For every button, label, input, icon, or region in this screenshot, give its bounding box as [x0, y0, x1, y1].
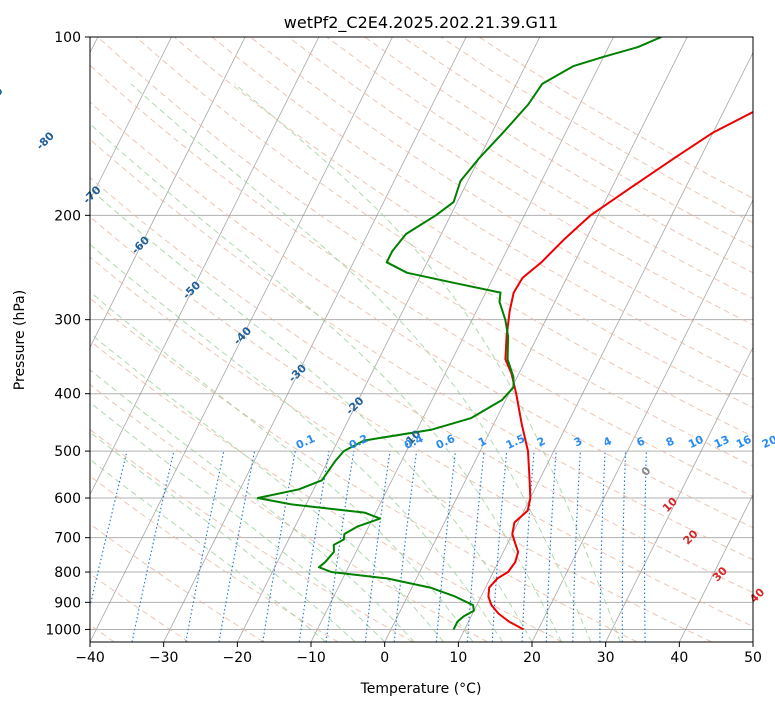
dry-adiabat-line	[90, 64, 753, 498]
plot-background	[90, 37, 753, 642]
mixing-ratio-label: 16	[734, 433, 754, 451]
x-tick-label: −10	[296, 650, 326, 666]
dewpoint-line	[256, 37, 662, 630]
y-tick-label: 900	[54, 595, 81, 611]
mixing-ratio-line	[393, 451, 418, 642]
isotherm-line	[605, 346, 753, 642]
dry-adiabat-line	[249, 37, 753, 353]
x-tick-label: 50	[744, 650, 762, 666]
y-tick-label: 1000	[45, 622, 81, 638]
isotherm-line	[384, 37, 688, 642]
chart-title: wetPf2_C2E4.2025.202.21.39.G11	[284, 13, 558, 33]
x-tick-label: 20	[523, 650, 541, 666]
moist-adiabat-line	[90, 401, 386, 642]
dry-adiabat-line	[97, 37, 753, 467]
plot-area	[90, 37, 753, 642]
mixing-ratio-line	[131, 450, 175, 642]
isotherm-line	[236, 37, 541, 642]
x-tick-label: 10	[449, 650, 467, 666]
x-tick-label: −40	[75, 650, 105, 666]
y-tick-label: 400	[54, 387, 81, 403]
dry-adiabat-line	[211, 37, 753, 380]
mixing-ratio-label: 10	[686, 433, 706, 451]
isotherm-line	[90, 37, 246, 349]
dry-adiabat-line	[90, 475, 339, 642]
dry-adiabat-line	[90, 383, 488, 642]
moist-adiabat-line	[90, 291, 474, 642]
y-tick-label: 300	[54, 313, 81, 329]
mixing-ratio-line	[325, 451, 355, 642]
y-tick-label: 100	[54, 30, 81, 46]
mixing-ratio-line	[466, 451, 485, 642]
isotherm-label: -80	[34, 129, 57, 152]
moist-adiabat-line	[234, 83, 621, 642]
isotherm-line	[90, 37, 172, 201]
moist-adiabat-line	[90, 188, 533, 642]
mixing-ratio-label: 13	[712, 433, 731, 451]
temperature-line	[487, 110, 753, 631]
profiles	[256, 37, 753, 631]
x-tick-label: 30	[597, 650, 615, 666]
mixing-ratio-line	[90, 450, 128, 609]
mixing-ratio-line	[298, 451, 330, 642]
mixing-ratio-line	[364, 451, 391, 642]
dry-adiabat-line	[326, 37, 753, 300]
y-tick-label: 700	[54, 531, 81, 547]
x-tick-label: 0	[380, 650, 389, 666]
moist-adiabat-line	[90, 458, 327, 642]
dry-adiabat-line	[90, 340, 563, 642]
isotherm-line	[90, 37, 393, 642]
mixing-ratio-label: 20	[760, 433, 775, 451]
dry-adiabat-line	[90, 101, 753, 529]
dry-adiabat-line	[90, 216, 753, 628]
dry-adiabat-line	[90, 572, 190, 642]
dry-adiabat-line	[90, 297, 638, 642]
x-tick-label: −20	[223, 650, 253, 666]
isotherm-line	[163, 37, 467, 642]
isotherm-line	[752, 641, 753, 642]
dry-adiabat-line	[90, 176, 753, 594]
dry-adiabat-line	[90, 138, 753, 561]
mixing-ratio-line	[435, 451, 456, 642]
x-tick-label: 40	[670, 650, 688, 666]
y-tick-label: 800	[54, 565, 81, 581]
y-axis-label: Pressure (hPa)	[12, 290, 28, 390]
isotherm-label: -90	[0, 84, 6, 107]
axes: −40 −30 −20 −10 0 10 20 30 40 50 100 200 300 400 500 60…	[45, 30, 762, 666]
y-tick-label: 500	[54, 444, 81, 460]
isotherm-line	[90, 37, 320, 496]
moist-adiabat-line	[90, 123, 562, 642]
x-axis-label: Temperature (°C)	[360, 681, 482, 697]
dry-adiabat-line	[90, 256, 712, 642]
isotherm-line	[531, 199, 753, 642]
plot-frame	[89, 36, 754, 643]
grid-lines	[90, 37, 753, 642]
x-tick-label: −30	[149, 650, 179, 666]
moist-adiabat-line	[90, 243, 503, 642]
mixing-ratio-lines	[90, 450, 647, 642]
y-tick-label: 200	[54, 208, 81, 224]
moist-adiabat-line	[90, 431, 356, 642]
y-tick-label: 600	[54, 491, 81, 507]
isotherm-line	[678, 493, 753, 642]
